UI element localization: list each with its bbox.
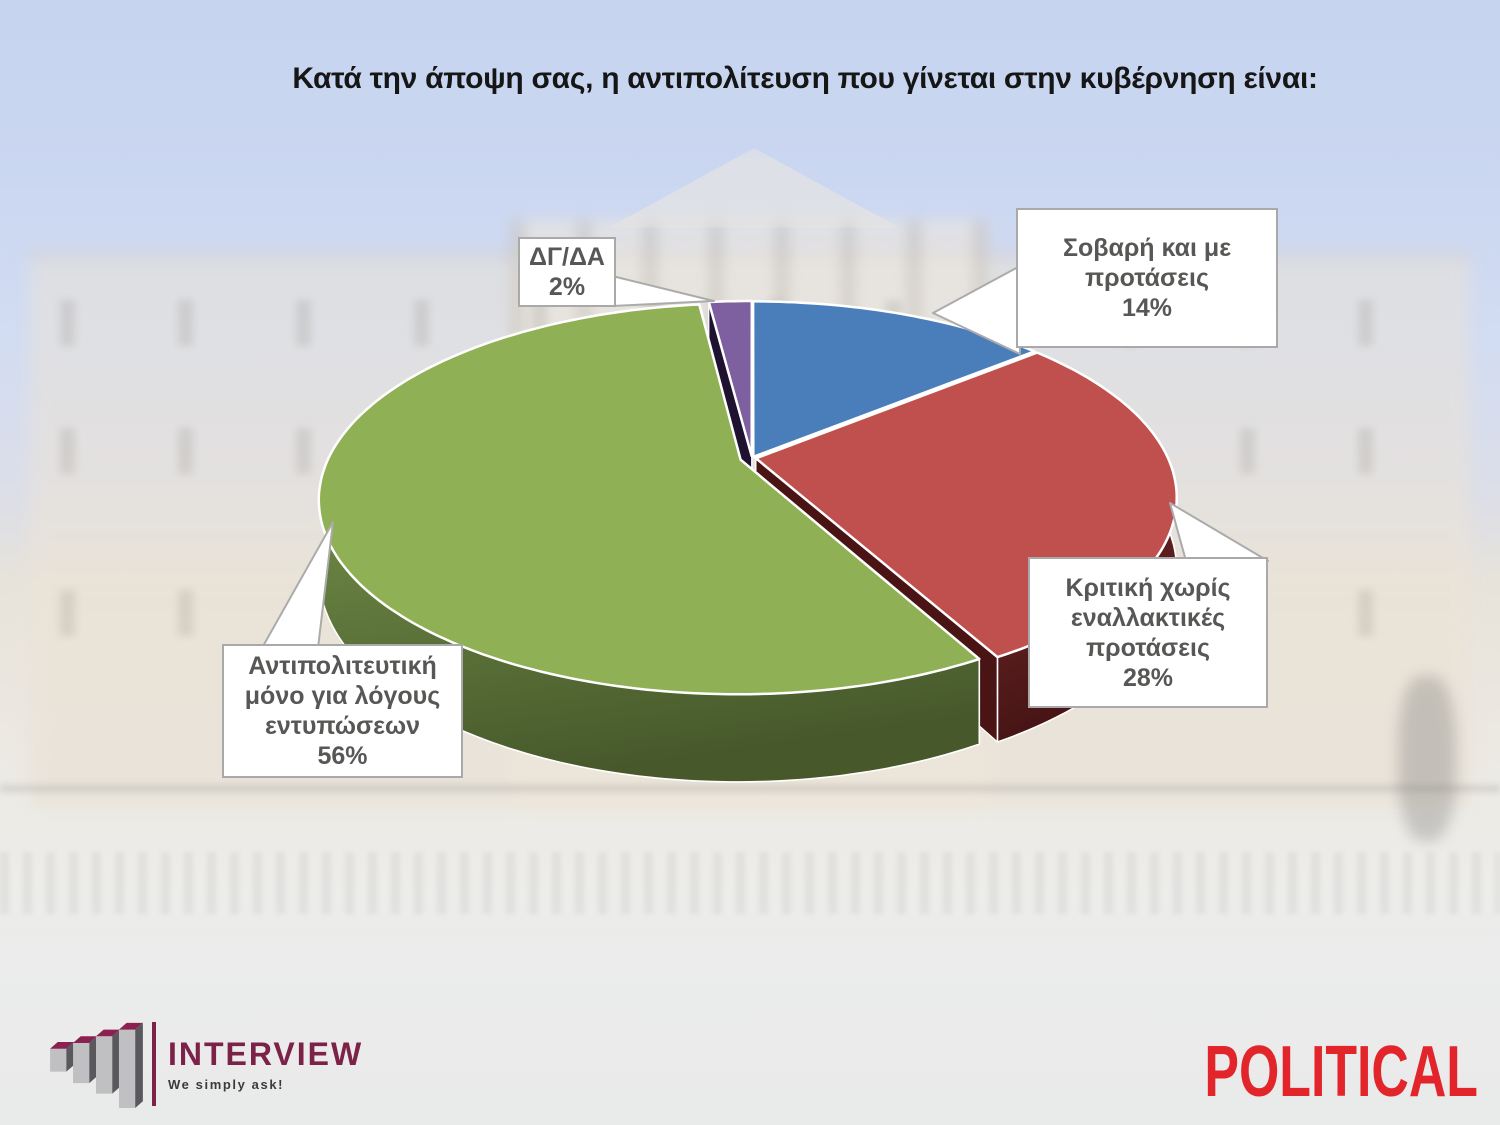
callout-percentage: 14% <box>1121 294 1173 322</box>
interview-logo-name: INTERVIEW <box>168 1035 364 1072</box>
callout-percentage: 28% <box>1122 663 1174 692</box>
callout-label: Αντιπολιτευτική μόνο για λόγους εντυπώσε… <box>244 652 441 740</box>
callout-percentage: 2% <box>548 273 586 301</box>
callout-box-criticism-no-alternatives: Κριτική χωρίς εναλλακτικές προτάσεις 28% <box>1028 557 1268 708</box>
callout-label: Σοβαρή και με προτάσεις <box>1062 234 1232 292</box>
callout-box-serious-proposals: Σοβαρή και με προτάσεις 14% <box>1016 208 1278 348</box>
interview-logo-divider <box>152 1022 156 1106</box>
chart-title: Κατά την άποψη σας, η αντιπολίτευση που … <box>292 62 1318 95</box>
bar-1 <box>50 1042 74 1072</box>
bar-4 <box>118 1022 143 1108</box>
interview-logo: INTERVIEW We simply ask! <box>48 1020 363 1108</box>
callout-percentage: 56% <box>317 742 368 770</box>
callout-box-opposition-for-impressions: Αντιπολιτευτική μόνο για λόγους εντυπώσε… <box>222 644 463 778</box>
callout-box-dont-know: ΔΓ/ΔΑ 2% <box>518 237 616 307</box>
bar-2 <box>73 1036 97 1084</box>
pie-slice-2 <box>317 303 981 696</box>
callout-pointer-3 <box>611 275 715 307</box>
political-logo: POLITICAL <box>1204 1032 1478 1112</box>
callout-pointer-1 <box>1169 502 1269 562</box>
bar-3 <box>96 1029 120 1094</box>
interview-bars-icon <box>50 1022 143 1108</box>
callout-label: Κριτική χωρίς εναλλακτικές προτάσεις <box>1065 573 1231 662</box>
interview-logo-tagline: We simply ask! <box>168 1076 285 1092</box>
callout-label: ΔΓ/ΔΑ <box>529 243 605 271</box>
callout-pointer-2 <box>261 521 334 649</box>
